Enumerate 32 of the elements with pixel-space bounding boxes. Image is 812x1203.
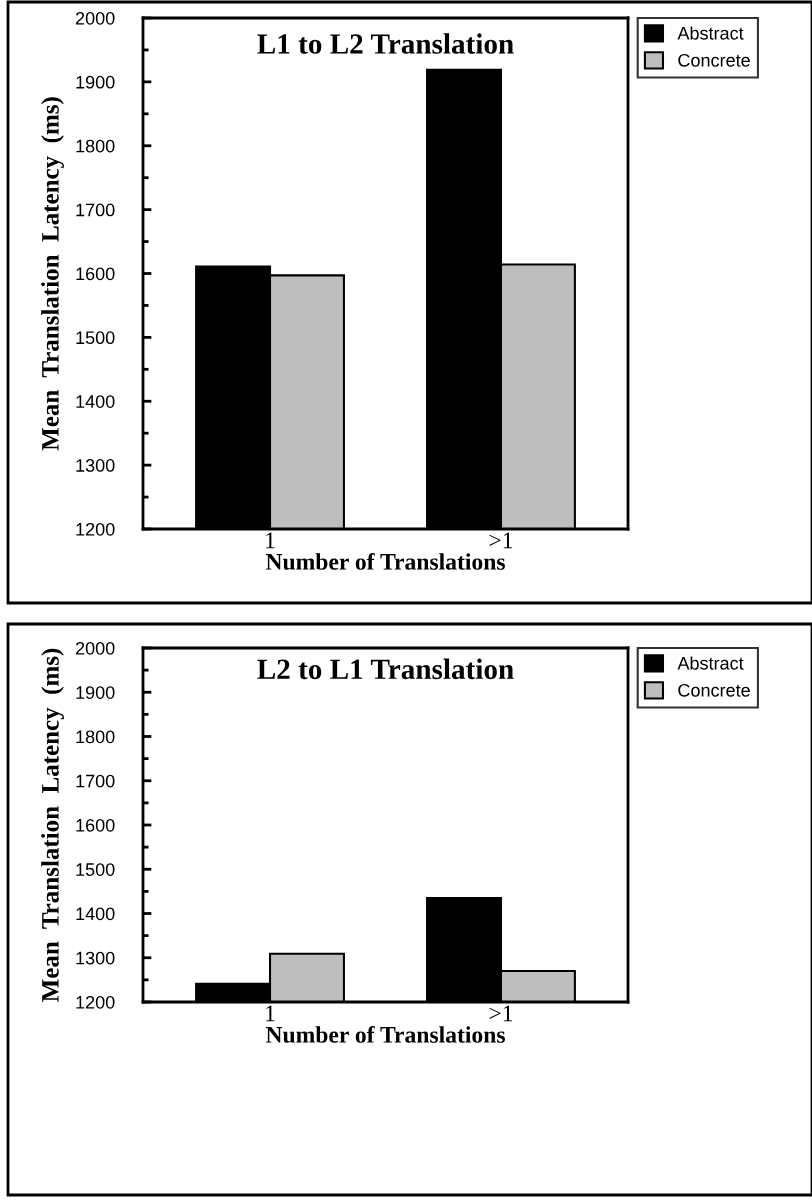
legend-label: Concrete	[678, 683, 750, 697]
y-tick-label: 1900	[76, 686, 115, 699]
x-tick-label: >1	[489, 1005, 513, 1022]
legend-label: Abstract	[677, 656, 744, 670]
chart-title: L2 to L1 Translation	[257, 658, 514, 680]
y-tick-label: 1800	[76, 139, 115, 153]
x-axis-title: Number of Translations	[265, 552, 505, 570]
x-tick-label: 1	[266, 1005, 275, 1022]
y-tick-label: 1900	[76, 75, 115, 89]
y-tick-label: 1800	[76, 730, 115, 744]
x-tick-label: 1	[266, 532, 275, 549]
y-tick-label: 1600	[76, 818, 115, 832]
y-tick-label: 1200	[76, 522, 115, 536]
y-tick-label: 1400	[76, 907, 115, 921]
y-axis-title: Mean Translation Latency (ms)	[41, 97, 64, 451]
y-tick-label: 1300	[76, 951, 115, 965]
y-tick-label: 1700	[76, 774, 115, 788]
y-tick-label: 1200	[76, 995, 115, 1009]
legend-label: Concrete	[678, 53, 750, 67]
legend-label: Abstract	[677, 26, 744, 40]
y-tick-label: 1700	[76, 203, 115, 217]
y-tick-label: 1600	[76, 267, 115, 281]
y-tick-label: 1400	[76, 395, 115, 408]
y-tick-label: 1300	[76, 459, 115, 472]
x-axis-title: Number of Translations	[265, 1025, 505, 1043]
y-tick-label: 2000	[75, 641, 115, 655]
y-tick-label: 1500	[76, 863, 115, 876]
y-tick-label: 1500	[76, 331, 115, 345]
chart-title: L1 to L2 Translation	[257, 33, 514, 54]
y-axis-title: Mean Translation Latency (ms)	[41, 648, 64, 1002]
y-tick-label: 2000	[75, 11, 115, 25]
x-tick-label: >1	[489, 532, 513, 549]
